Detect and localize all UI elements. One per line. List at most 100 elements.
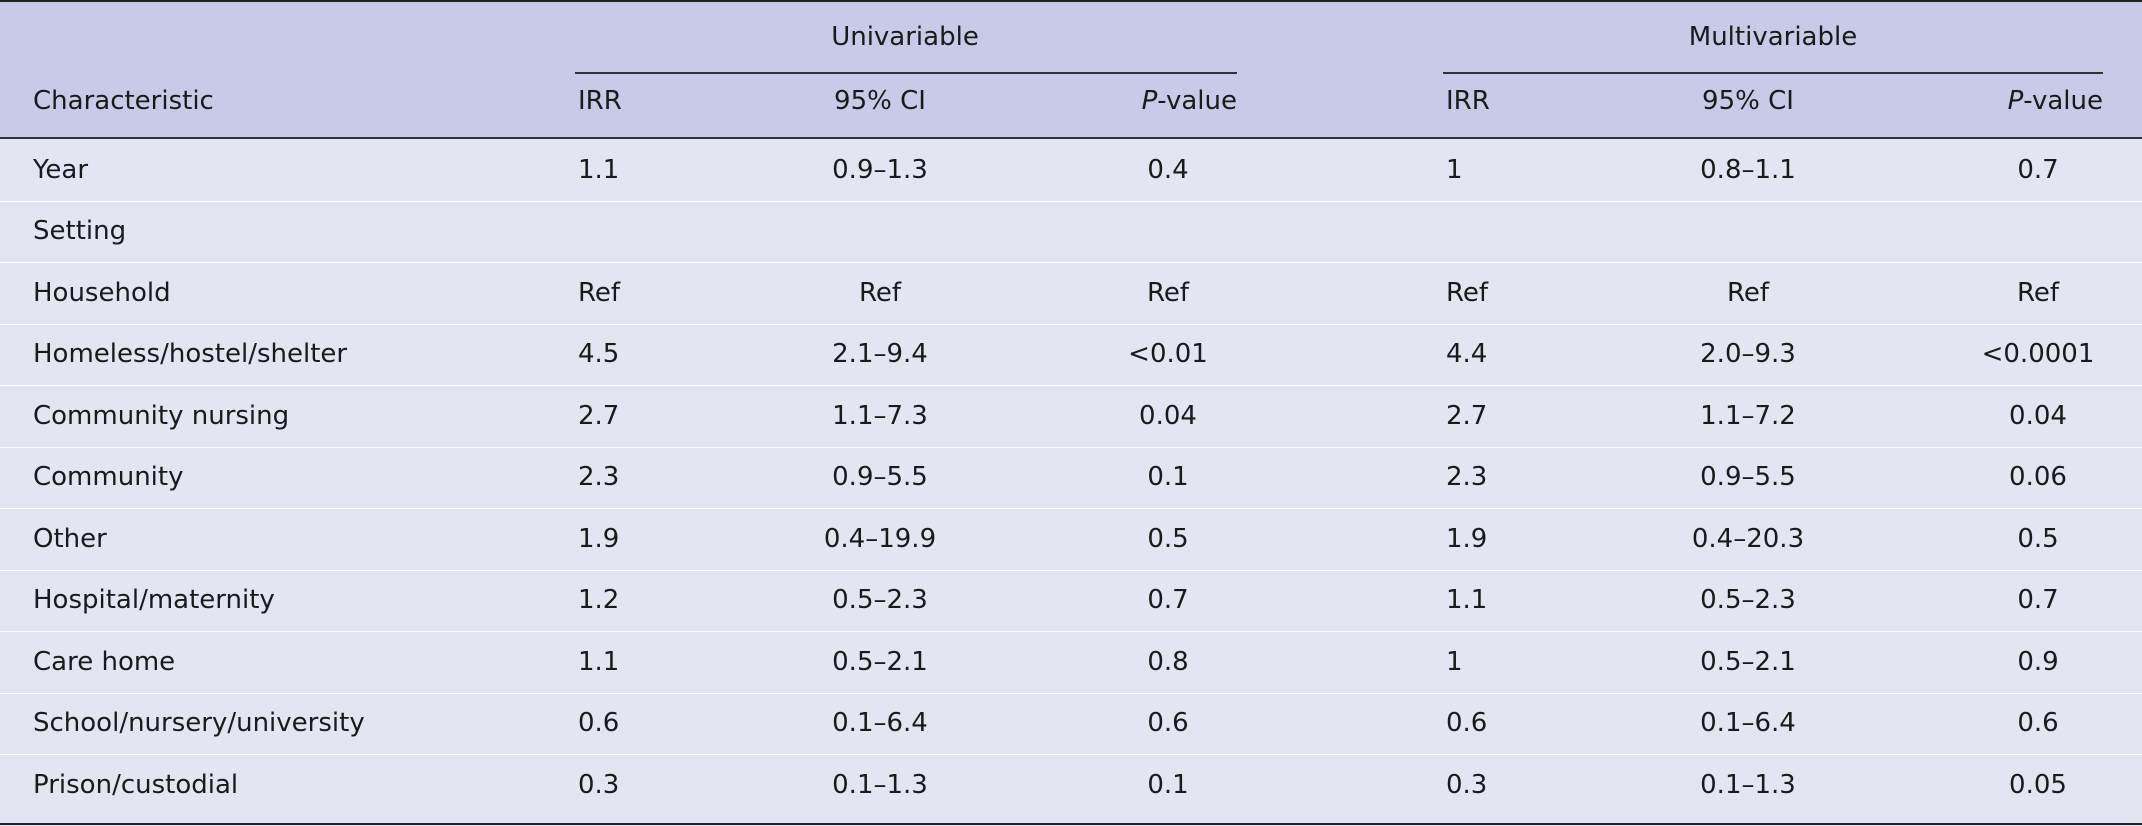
col-multi-irr: IRR [1446,86,1490,116]
cell-multi-ci: 0.5–2.3 [1700,585,1796,615]
col-multi-p: P-value [1903,86,2103,116]
cell-multi-p: 0.5 [2017,524,2059,554]
cell-multi-p: 0.7 [2017,155,2059,185]
cell-multi-irr: Ref [1446,278,1489,308]
bottom-rule [0,823,2142,825]
cell-multi-ci: 0.1–1.3 [1700,770,1796,800]
cell-multi-ci: Ref [1726,278,1770,308]
row-label: Community nursing [33,401,290,431]
top-rule [0,0,2142,2]
cell-uni-ci: 0.4–19.9 [823,524,937,554]
cell-multi-irr: 2.3 [1446,462,1488,492]
cell-multi-p: <0.0001 [1981,339,2095,369]
cell-uni-ci: 1.1–7.3 [832,401,928,431]
row-divider [0,201,2142,202]
cell-uni-p: 0.7 [1147,585,1189,615]
row-label: School/nursery/university [33,708,365,738]
cell-multi-p: Ref [2016,278,2060,308]
table-header [0,2,2142,139]
cell-uni-irr: Ref [578,278,621,308]
row-divider [0,754,2142,755]
row-label: Year [33,155,89,185]
col-uni-p-suffix: -value [1157,86,1237,116]
col-characteristic: Characteristic [33,86,214,116]
cell-multi-irr: 0.6 [1446,708,1488,738]
cell-multi-ci: 0.5–2.1 [1700,647,1796,677]
cell-multi-ci: 0.8–1.1 [1700,155,1796,185]
cell-multi-p: 0.04 [2009,401,2067,431]
row-label: Setting [33,216,127,246]
cell-uni-irr: 1.2 [578,585,620,615]
row-label: Other [33,524,107,554]
cell-uni-p: <0.01 [1128,339,1208,369]
row-divider [0,631,2142,632]
cell-uni-ci: 0.5–2.3 [832,585,928,615]
col-uni-ci: 95% CI [834,86,926,116]
cell-uni-p: 0.6 [1147,708,1189,738]
row-divider [0,447,2142,448]
cell-uni-ci: 2.1–9.4 [832,339,928,369]
col-multi-p-suffix: -value [2023,86,2103,116]
cell-uni-p: Ref [1146,278,1190,308]
cell-multi-p: 0.9 [2017,647,2059,677]
row-label: Care home [33,647,176,677]
cell-uni-irr: 1.1 [578,155,620,185]
cell-multi-ci: 2.0–9.3 [1700,339,1796,369]
cell-uni-ci: 0.1–6.4 [832,708,928,738]
cell-uni-irr: 0.3 [578,770,620,800]
cell-uni-p: 0.1 [1147,770,1189,800]
cell-multi-irr: 1 [1446,647,1463,677]
row-divider [0,385,2142,386]
row-label: Community [33,462,184,492]
row-divider [0,508,2142,509]
cell-multi-ci: 1.1–7.2 [1700,401,1796,431]
row-label: Prison/custodial [33,770,239,800]
cell-uni-p: 0.4 [1147,155,1189,185]
cell-multi-p: 0.6 [2017,708,2059,738]
cell-uni-ci: 0.1–1.3 [832,770,928,800]
cell-multi-irr: 4.4 [1446,339,1488,369]
cell-multi-p: 0.05 [2009,770,2067,800]
cell-multi-irr: 1.1 [1446,585,1488,615]
col-uni-irr: IRR [578,86,622,116]
row-label: Hospital/maternity [33,585,275,615]
cell-uni-p: 0.1 [1147,462,1189,492]
cell-multi-irr: 0.3 [1446,770,1488,800]
univariable-rule [575,72,1237,74]
header-rule [0,137,2142,139]
cell-uni-irr: 1.1 [578,647,620,677]
cell-uni-ci: Ref [858,278,902,308]
row-divider [0,693,2142,694]
cell-multi-ci: 0.4–20.3 [1691,524,1805,554]
cell-multi-p: 0.7 [2017,585,2059,615]
cell-multi-irr: 2.7 [1446,401,1488,431]
cell-uni-ci: 0.9–5.5 [832,462,928,492]
cell-uni-p: 0.8 [1147,647,1189,677]
cell-multi-ci: 0.9–5.5 [1700,462,1796,492]
col-uni-p: P-value [1037,86,1237,116]
cell-uni-irr: 1.9 [578,524,620,554]
row-divider [0,324,2142,325]
cell-multi-irr: 1.9 [1446,524,1488,554]
cell-uni-irr: 2.3 [578,462,620,492]
cell-uni-p: 0.04 [1139,401,1197,431]
row-label: Homeless/hostel/shelter [33,339,348,369]
cell-uni-irr: 2.7 [578,401,620,431]
col-multi-p-prefix: P [2007,86,2024,116]
col-uni-p-prefix: P [1141,86,1158,116]
cell-multi-irr: 1 [1446,155,1463,185]
cell-uni-ci: 0.5–2.1 [832,647,928,677]
cell-uni-p: 0.5 [1147,524,1189,554]
cell-uni-irr: 0.6 [578,708,620,738]
cell-uni-irr: 4.5 [578,339,620,369]
cell-uni-ci: 0.9–1.3 [832,155,928,185]
row-divider [0,262,2142,263]
group-multivariable: Multivariable [1688,22,1858,52]
multivariable-rule [1443,72,2103,74]
cell-multi-p: 0.06 [2009,462,2067,492]
row-label: Household [33,278,171,308]
group-univariable: Univariable [831,22,979,52]
cell-multi-ci: 0.1–6.4 [1700,708,1796,738]
col-multi-ci: 95% CI [1702,86,1794,116]
